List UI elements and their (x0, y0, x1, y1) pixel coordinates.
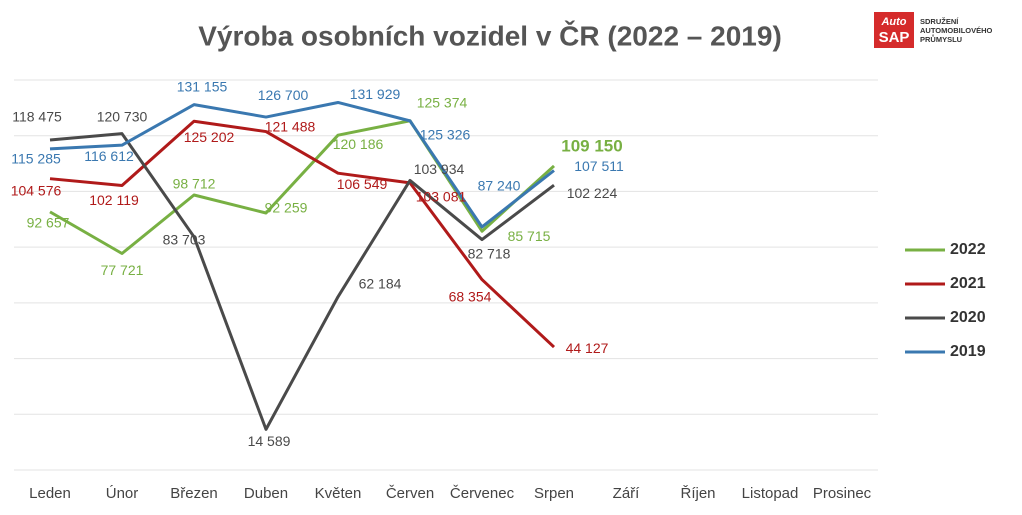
logo-text: Auto (880, 16, 906, 28)
data-label: 120 186 (333, 136, 384, 152)
data-label: 82 718 (468, 245, 511, 261)
data-label: 106 549 (337, 176, 388, 192)
series-line (49, 100, 555, 229)
data-label: 126 700 (258, 87, 309, 103)
data-label: 104 576 (11, 182, 62, 198)
chart-title: Výroba osobních vozidel v ČR (2022 – 201… (198, 19, 782, 51)
data-label: 103 934 (414, 161, 465, 177)
data-label: 77 721 (101, 262, 144, 278)
x-tick-label: Září (613, 485, 641, 502)
logo-mark (874, 12, 914, 48)
data-label: 87 240 (478, 178, 521, 194)
x-tick-label: Leden (29, 485, 71, 502)
data-label: 103 081 (416, 189, 467, 205)
data-label: 125 326 (420, 127, 471, 143)
data-label: 121 488 (265, 118, 316, 134)
data-label: 98 712 (173, 176, 216, 192)
legend-label: 2020 (950, 309, 986, 326)
data-label: 109 150 (561, 136, 622, 155)
x-tick-label: Srpen (534, 485, 574, 502)
data-label: 125 374 (417, 94, 468, 110)
series-line (49, 119, 556, 255)
data-label: 107 511 (574, 158, 624, 174)
data-label: 118 475 (12, 109, 62, 125)
x-tick-label: Duben (244, 485, 288, 502)
x-tick-label: Říjen (680, 485, 715, 502)
series-line (49, 132, 555, 431)
x-tick-label: Červen (386, 485, 434, 502)
data-label: 102 224 (567, 185, 618, 201)
x-tick-label: Únor (106, 485, 139, 502)
x-tick-label: Červenec (450, 485, 515, 502)
logo-text: AUTOMOBILOVÉHO (920, 26, 993, 35)
logo-text: SDRUŽENÍ (920, 17, 959, 26)
data-label: 102 119 (89, 192, 139, 208)
data-label: 92 657 (27, 215, 70, 231)
data-label: 68 354 (449, 288, 492, 304)
legend-label: 2022 (950, 241, 986, 258)
data-label: 131 929 (350, 86, 401, 102)
logo-text: PRŮMYSLU (920, 34, 962, 44)
data-label: 92 259 (265, 200, 308, 216)
logo: Auto SAP SDRUŽENÍ AUTOMOBILOVÉHO PRŮMYSL… (874, 12, 993, 48)
data-label: 83 703 (163, 232, 206, 248)
data-label: 14 589 (248, 433, 291, 449)
x-tick-label: Květen (315, 485, 362, 502)
x-tick-label: Listopad (742, 485, 799, 502)
x-tick-label: Březen (170, 485, 218, 502)
series-line (49, 119, 556, 349)
data-label: 131 155 (177, 78, 228, 94)
data-label: 44 127 (566, 340, 609, 356)
data-label: 120 730 (97, 108, 148, 124)
x-tick-label: Prosinec (813, 485, 872, 502)
logo-text: SAP (879, 29, 910, 46)
legend-label: 2021 (950, 275, 986, 292)
data-label: 125 202 (184, 129, 235, 145)
legend-label: 2019 (950, 343, 986, 360)
data-label: 115 285 (11, 151, 61, 167)
data-label: 85 715 (508, 228, 551, 244)
data-label: 62 184 (359, 275, 402, 291)
data-label: 116 612 (84, 148, 134, 164)
